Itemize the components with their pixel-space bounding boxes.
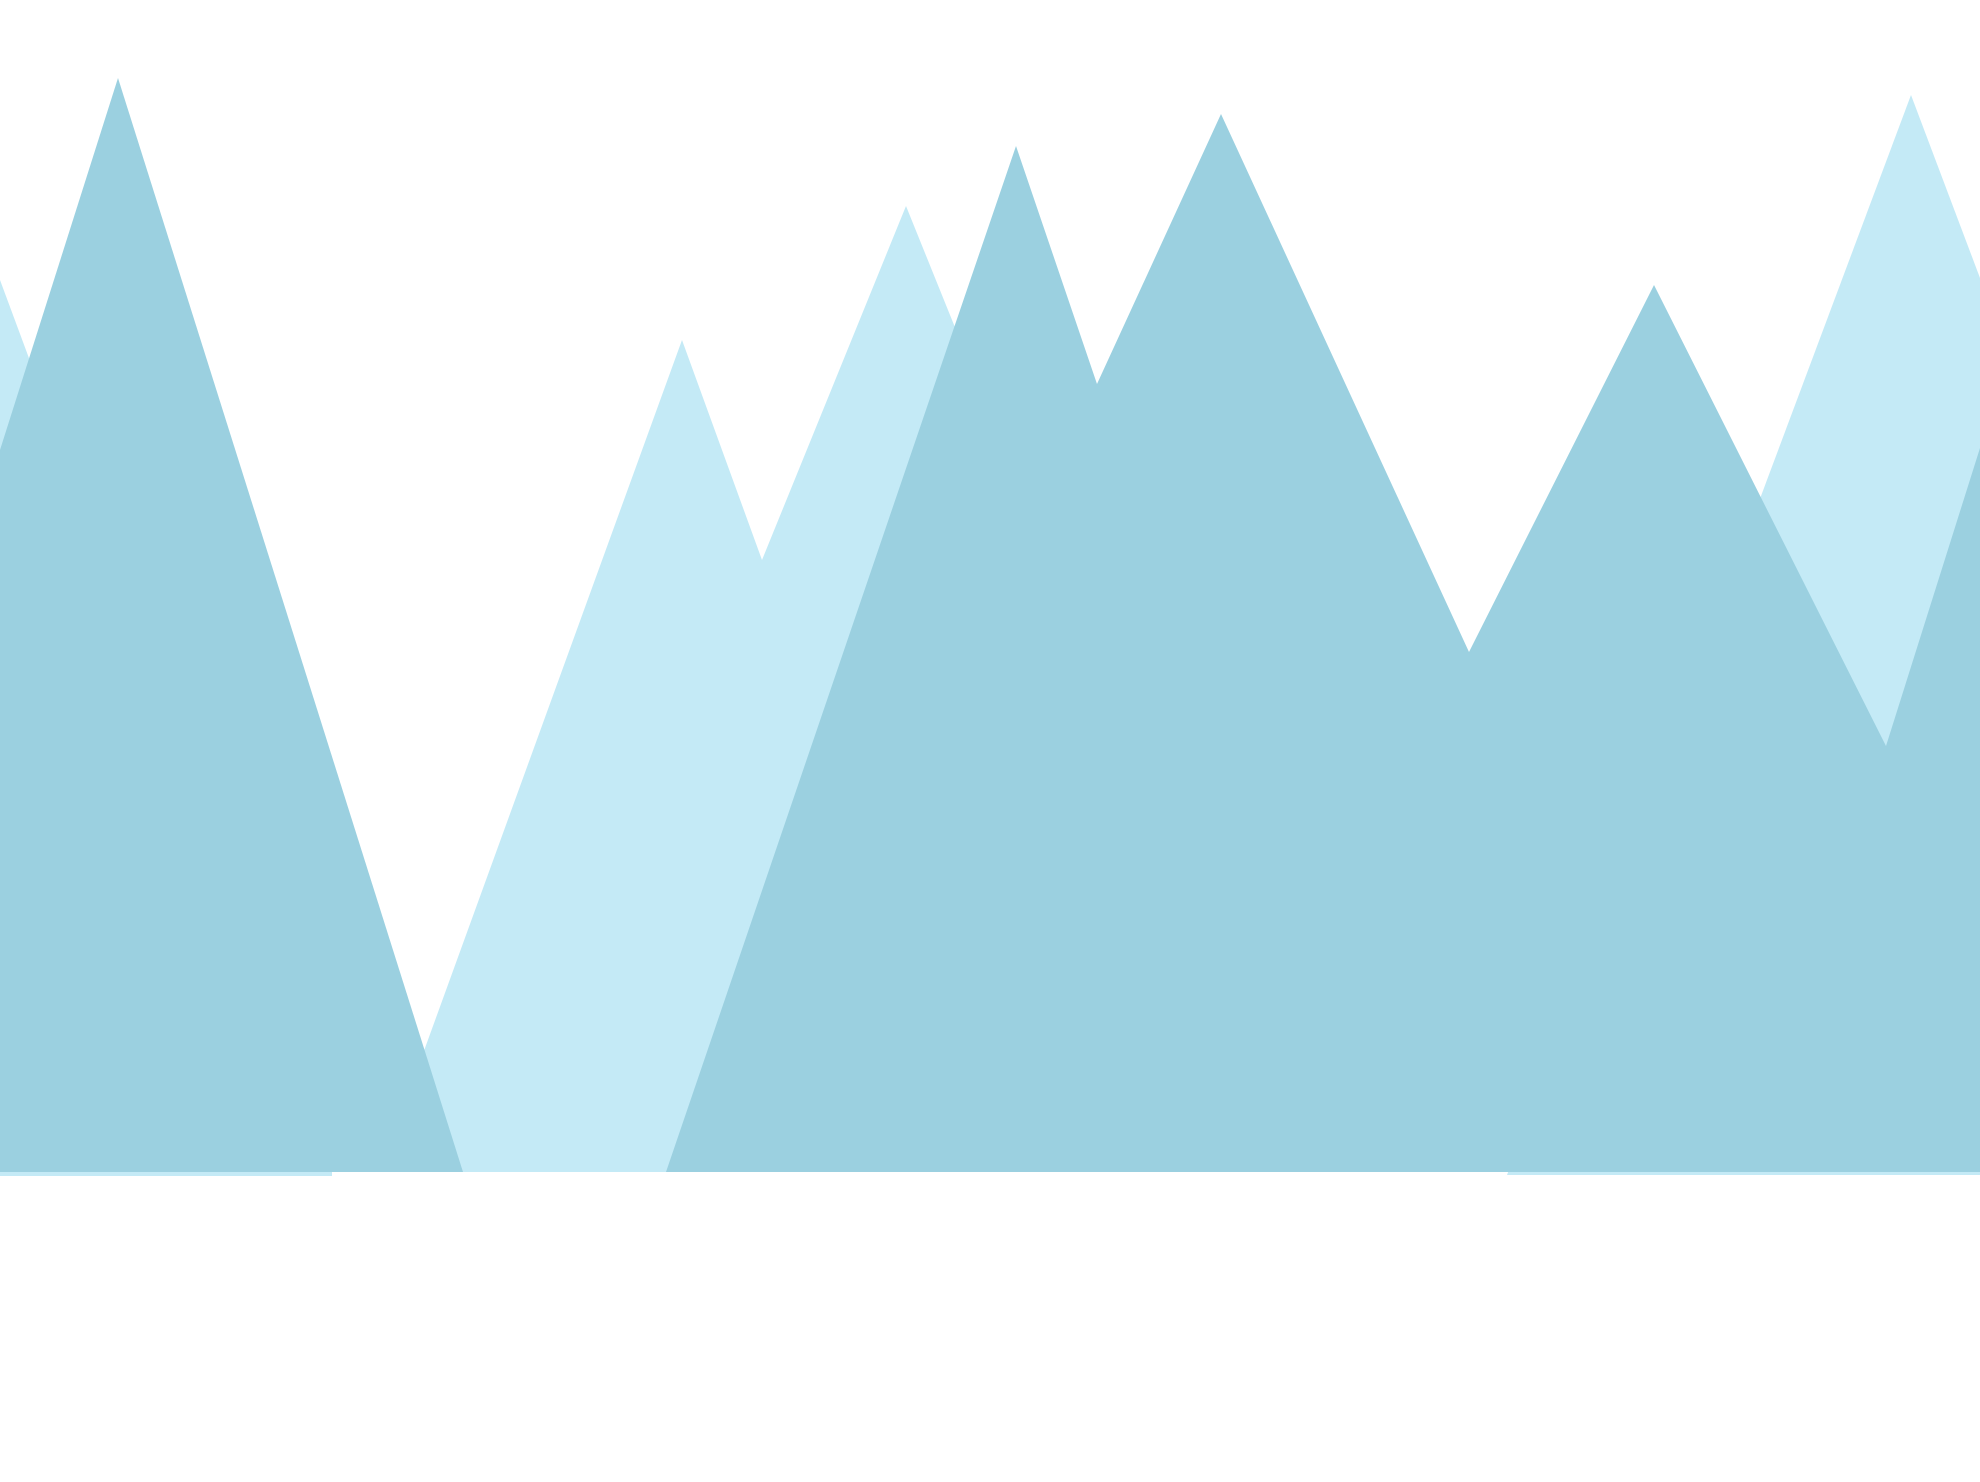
front-mountain-layer bbox=[0, 78, 1980, 1172]
front-peak-center bbox=[666, 114, 1980, 1172]
front-peak-left bbox=[0, 78, 463, 1172]
